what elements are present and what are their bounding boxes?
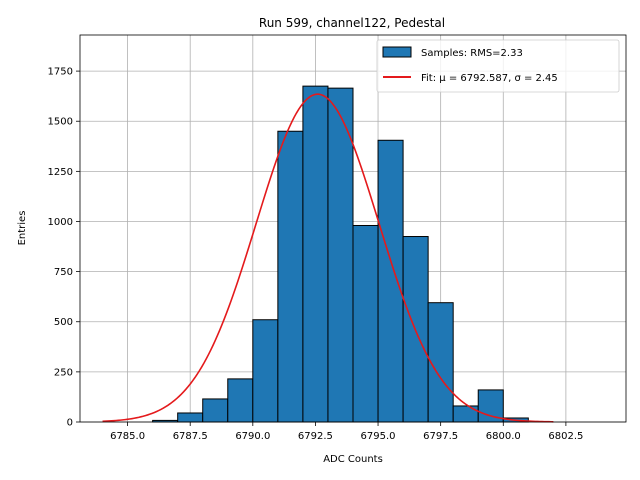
histogram-bars — [152, 85, 529, 423]
y-axis-ticks: 0 250 500 750 1000 1250 1500 1750 — [48, 67, 80, 429]
legend-box — [376, 39, 620, 93]
x-axis-label: ADC Counts — [323, 454, 383, 465]
chart-title: Run 599, channel122, Pedestal — [259, 16, 445, 30]
x-tick-label: 6800.0 — [486, 431, 521, 442]
y-tick-label: 1000 — [48, 217, 73, 228]
x-tick-label: 6790.0 — [235, 431, 270, 442]
x-tick-label: 6792.5 — [298, 431, 333, 442]
y-tick-label: 500 — [54, 317, 73, 328]
legend: Samples: RMS=2.33 Fit: μ = 6792.587, σ =… — [376, 39, 620, 93]
legend-label-samples: Samples: RMS=2.33 — [421, 48, 523, 59]
legend-swatch-samples — [382, 46, 412, 58]
plot-frame — [79, 34, 627, 423]
fit-curve — [102, 93, 554, 423]
y-axis-label: Entries — [17, 211, 28, 246]
y-tick-label: 0 — [67, 418, 73, 429]
x-tick-label: 6802.5 — [548, 431, 583, 442]
histogram-bar — [452, 405, 479, 423]
legend-label-fit: Fit: μ = 6792.587, σ = 2.45 — [421, 73, 558, 84]
y-tick-label: 1500 — [48, 117, 73, 128]
histogram-bar — [327, 87, 354, 423]
y-tick-label: 250 — [54, 367, 73, 378]
histogram-bar — [277, 130, 304, 423]
histogram-bar — [177, 412, 204, 423]
histogram-bar — [202, 398, 229, 423]
histogram-bar — [377, 139, 404, 423]
histogram-bar — [427, 302, 454, 423]
histogram-bar — [352, 224, 379, 423]
y-tick-label: 750 — [54, 267, 73, 278]
x-axis-ticks: 6785.0 6787.5 6790.0 6792.5 6795.0 6797.5 6800… — [110, 422, 583, 442]
x-tick-label: 6795.0 — [361, 431, 396, 442]
histogram-bar — [302, 85, 329, 423]
histogram-bar — [252, 319, 279, 423]
x-tick-label: 6785.0 — [110, 431, 145, 442]
x-tick-label: 6787.5 — [173, 431, 208, 442]
y-tick-label: 1750 — [48, 67, 73, 78]
histogram-bar — [227, 378, 254, 423]
y-tick-label: 1250 — [48, 167, 73, 178]
x-tick-label: 6797.5 — [423, 431, 458, 442]
fit-curve-layer — [102, 93, 554, 423]
